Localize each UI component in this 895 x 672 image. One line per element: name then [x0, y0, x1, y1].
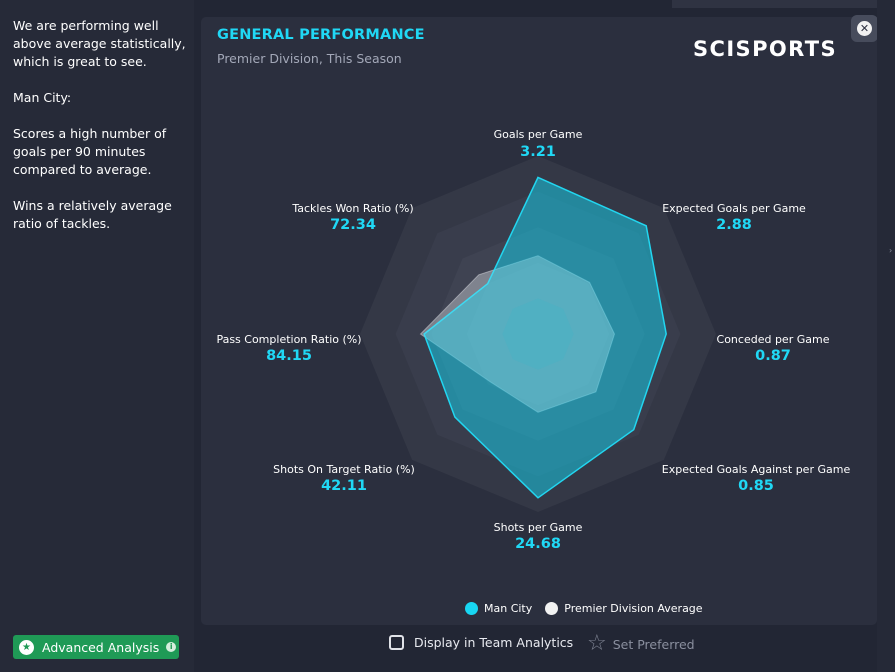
axis-value: 72.34	[330, 217, 376, 233]
axis-value: 42.11	[321, 478, 367, 494]
brand-logo: SCISPORTS	[693, 37, 837, 61]
axis-label: Goals per Game	[493, 128, 583, 141]
background-panel-edge	[672, 0, 895, 8]
axis-value: 24.68	[515, 536, 561, 552]
summary-paragraph: Wins a relatively average ratio of tackl…	[13, 198, 172, 231]
axis-label: Shots per Game	[493, 521, 583, 534]
axis-value: 0.87	[755, 348, 791, 364]
right-edge-panel: ›	[877, 0, 895, 672]
legend-team-label: Man City	[484, 602, 533, 615]
close-button[interactable]: ✕	[851, 15, 878, 42]
legend-item-average: Premier Division Average	[545, 602, 703, 615]
summary-paragraph: Scores a high number of goals per 90 min…	[13, 126, 167, 177]
axis-value: 0.85	[738, 478, 774, 494]
legend-average-label: Premier Division Average	[564, 602, 703, 615]
set-preferred-label: Set Preferred	[612, 636, 695, 652]
axis-value: 2.88	[716, 217, 752, 233]
legend-team-swatch	[465, 602, 478, 615]
advanced-analysis-button[interactable]: ★ Advanced Analysis i	[13, 635, 179, 659]
card-subtitle: Premier Division, This Season	[217, 51, 402, 66]
axis-label: Shots On Target Ratio (%)	[273, 463, 415, 476]
card-title: GENERAL PERFORMANCE	[217, 27, 425, 43]
legend-item-team: Man City	[465, 602, 532, 615]
summary-paragraph: Man City:	[13, 90, 72, 105]
axis-value: 3.21	[520, 144, 556, 160]
average-series-overlay	[420, 255, 615, 413]
display-in-team-analytics-toggle[interactable]: Display in Team Analytics	[389, 635, 573, 650]
axis-label: Expected Goals Against per Game	[661, 463, 851, 476]
checkbox-icon[interactable]	[389, 635, 404, 650]
set-preferred-button[interactable]: ☆ Set Preferred	[587, 633, 695, 655]
summary-panel: We are performing well above average sta…	[0, 0, 194, 672]
close-icon: ✕	[857, 21, 872, 36]
advanced-analysis-label: Advanced Analysis	[42, 639, 160, 655]
star-outline-icon: ☆	[587, 631, 607, 656]
display-in-team-analytics-label: Display in Team Analytics	[414, 635, 574, 650]
team-series-area	[423, 176, 667, 499]
axis-label: Conceded per Game	[716, 333, 830, 346]
axis-label: Tackles Won Ratio (%)	[292, 202, 414, 215]
summary-text: We are performing well above average sta…	[13, 17, 191, 251]
summary-paragraph: We are performing well above average sta…	[13, 18, 186, 69]
axis-value: 84.15	[266, 348, 312, 364]
info-icon[interactable]: i	[166, 642, 177, 652]
legend-average-swatch	[545, 602, 559, 615]
axis-label: Expected Goals per Game	[662, 202, 806, 215]
radar-core	[502, 298, 574, 370]
chevron-right-icon[interactable]: ›	[889, 246, 893, 255]
axis-label: Pass Completion Ratio (%)	[216, 333, 362, 346]
star-badge-icon: ★	[19, 639, 34, 655]
chart-legend: Man City Premier Division Average	[465, 602, 716, 615]
